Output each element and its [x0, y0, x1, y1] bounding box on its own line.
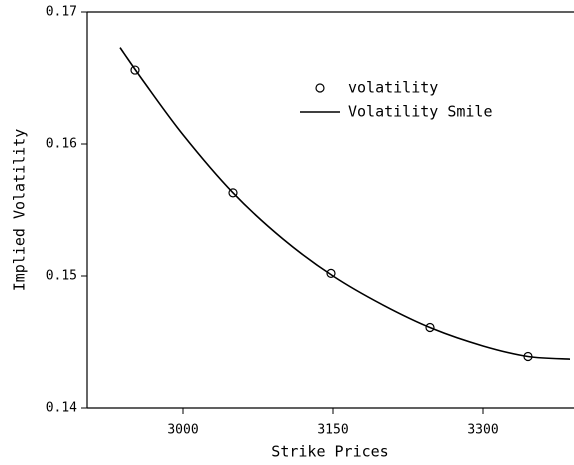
x-tick-label: 3150	[317, 423, 348, 438]
y-tick-label: 0.15	[46, 269, 77, 284]
legend-label: volatility	[348, 79, 438, 97]
smile-line	[119, 47, 571, 360]
y-tick-label: 0.14	[46, 401, 77, 416]
legend-marker	[315, 83, 325, 93]
data-point	[425, 322, 435, 333]
y-tick-label: 0.17	[46, 5, 77, 20]
data-point	[326, 268, 336, 278]
x-axis-label: Strike Prices	[271, 443, 388, 461]
y-axis-label: Implied Volatility	[11, 129, 29, 292]
x-tick-label: 3300	[467, 423, 498, 438]
legend-label: Volatility Smile	[348, 103, 493, 121]
data-point	[228, 188, 238, 198]
data-point	[130, 65, 140, 75]
x-tick-label: 3000	[167, 423, 198, 438]
y-tick-label: 0.16	[46, 137, 77, 152]
